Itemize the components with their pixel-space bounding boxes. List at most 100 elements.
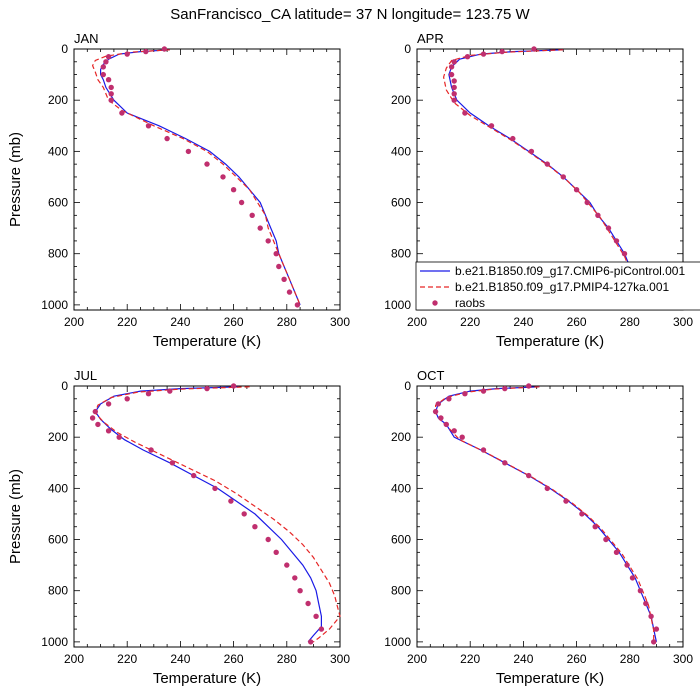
x-tick-label: 280 <box>277 315 297 329</box>
raobs-point <box>230 383 237 389</box>
raobs-point <box>294 302 301 308</box>
x-tick-label: 300 <box>673 652 693 666</box>
series-control-line <box>100 49 301 306</box>
raobs-point <box>544 485 550 492</box>
legend: b.e21.B1850.f09_g17.CMIP6-piControl.001 … <box>415 261 700 311</box>
panel-apr: 0 200 400 600 800 1000 200 220 240 260 280 300 Tempe… <box>384 31 693 350</box>
raobs-point <box>629 575 636 581</box>
raobs-point <box>624 562 630 568</box>
x-tick-label: 260 <box>224 315 244 329</box>
y-tick-label: 200 <box>48 93 68 107</box>
raobs-point <box>592 524 598 530</box>
raobs-point <box>164 135 170 142</box>
raobs-point <box>488 123 495 129</box>
raobs-point <box>544 161 550 167</box>
x-tick-label: 240 <box>513 652 533 666</box>
y-tick-label: 0 <box>404 379 411 393</box>
raobs-point <box>108 97 114 103</box>
legend-raobs-marker <box>432 300 438 306</box>
x-tick-label: 280 <box>277 652 297 666</box>
y-tick-label: 800 <box>391 584 411 598</box>
raobs-point <box>257 225 263 231</box>
raobs-point <box>185 148 192 155</box>
raobs-point <box>252 524 258 530</box>
panel-label: JUL <box>74 368 97 383</box>
raobs-point <box>459 434 465 440</box>
x-tick-label: 300 <box>673 315 693 329</box>
raobs-point <box>167 388 173 394</box>
raobs-point <box>305 600 311 607</box>
raobs-point <box>220 174 226 180</box>
raobs-point <box>105 428 112 434</box>
panels: 0 200 400 600 800 1000 200 220 240 260 280 300 Tempe… <box>7 31 693 687</box>
raobs-point <box>119 110 125 116</box>
raobs-point <box>95 421 101 428</box>
raobs-point <box>297 588 303 594</box>
raobs-point <box>595 212 601 218</box>
raobs-point <box>273 549 279 555</box>
x-tick-label: 260 <box>567 652 587 666</box>
legend-box <box>415 261 700 311</box>
legend-pmip-label: b.e21.B1850.f09_g17.PMIP4-127ka.001 <box>455 280 669 294</box>
y-tick-label: 200 <box>48 430 68 444</box>
y-tick-label: 800 <box>48 247 68 261</box>
raobs-point <box>191 472 197 479</box>
raobs-point <box>637 588 644 594</box>
raobs-point <box>480 388 487 394</box>
y-tick-label: 0 <box>404 42 411 56</box>
raobs-point <box>443 421 449 428</box>
raobs-point <box>124 396 130 402</box>
raobs-point <box>238 199 245 206</box>
y-tick-label: 1000 <box>41 298 68 312</box>
raobs-point <box>480 447 487 453</box>
series-pmip-line <box>442 49 644 306</box>
y-tick-label: 600 <box>391 196 411 210</box>
raobs-point <box>448 64 455 70</box>
y-tick-label: 600 <box>48 533 68 547</box>
raobs-point <box>435 401 441 407</box>
raobs-point <box>204 161 210 167</box>
raobs-point <box>531 46 537 52</box>
raobs-point <box>169 460 176 466</box>
x-axis-label: Temperature (K) <box>153 670 261 687</box>
raobs-point <box>265 238 271 244</box>
raobs-point <box>313 613 319 619</box>
y-tick-label: 800 <box>391 247 411 261</box>
x-tick-label: 280 <box>620 315 640 329</box>
x-axis-label: Temperature (K) <box>153 333 261 350</box>
raobs-point <box>292 575 298 581</box>
raobs-point <box>438 415 444 421</box>
raobs-point <box>105 77 112 83</box>
legend-raobs-label: raobs <box>455 296 485 310</box>
raobs-point <box>318 626 325 632</box>
raobs-point <box>502 385 508 392</box>
raobs-point <box>284 562 290 568</box>
raobs-point <box>648 613 654 619</box>
y-tick-label: 400 <box>391 144 411 158</box>
raobs-point <box>241 511 247 517</box>
panel-jul: 0 200 400 600 800 1000 200 220 240 260 280 300 Tempe… <box>7 368 350 687</box>
y-tick-label: 800 <box>48 584 68 598</box>
raobs-point <box>265 536 271 543</box>
series-pmip-line <box>91 49 301 306</box>
raobs-point <box>573 187 580 193</box>
raobs-point <box>92 408 99 415</box>
raobs-point <box>103 59 109 65</box>
x-tick-label: 300 <box>330 652 350 666</box>
x-tick-label: 220 <box>117 652 137 666</box>
raobs-point <box>653 626 660 632</box>
raobs-point <box>273 251 279 257</box>
y-tick-label: 1000 <box>384 298 411 312</box>
raobs-point <box>230 187 237 193</box>
raobs-point <box>462 110 468 116</box>
x-tick-label: 220 <box>460 652 480 666</box>
raobs-point <box>432 408 439 415</box>
y-tick-label: 200 <box>391 430 411 444</box>
raobs-point <box>161 46 168 52</box>
raobs-point <box>651 639 657 645</box>
raobs-point <box>228 498 234 504</box>
raobs-point <box>643 600 649 607</box>
raobs-point <box>145 391 152 397</box>
raobs-point <box>499 48 505 55</box>
raobs-point <box>249 212 255 218</box>
